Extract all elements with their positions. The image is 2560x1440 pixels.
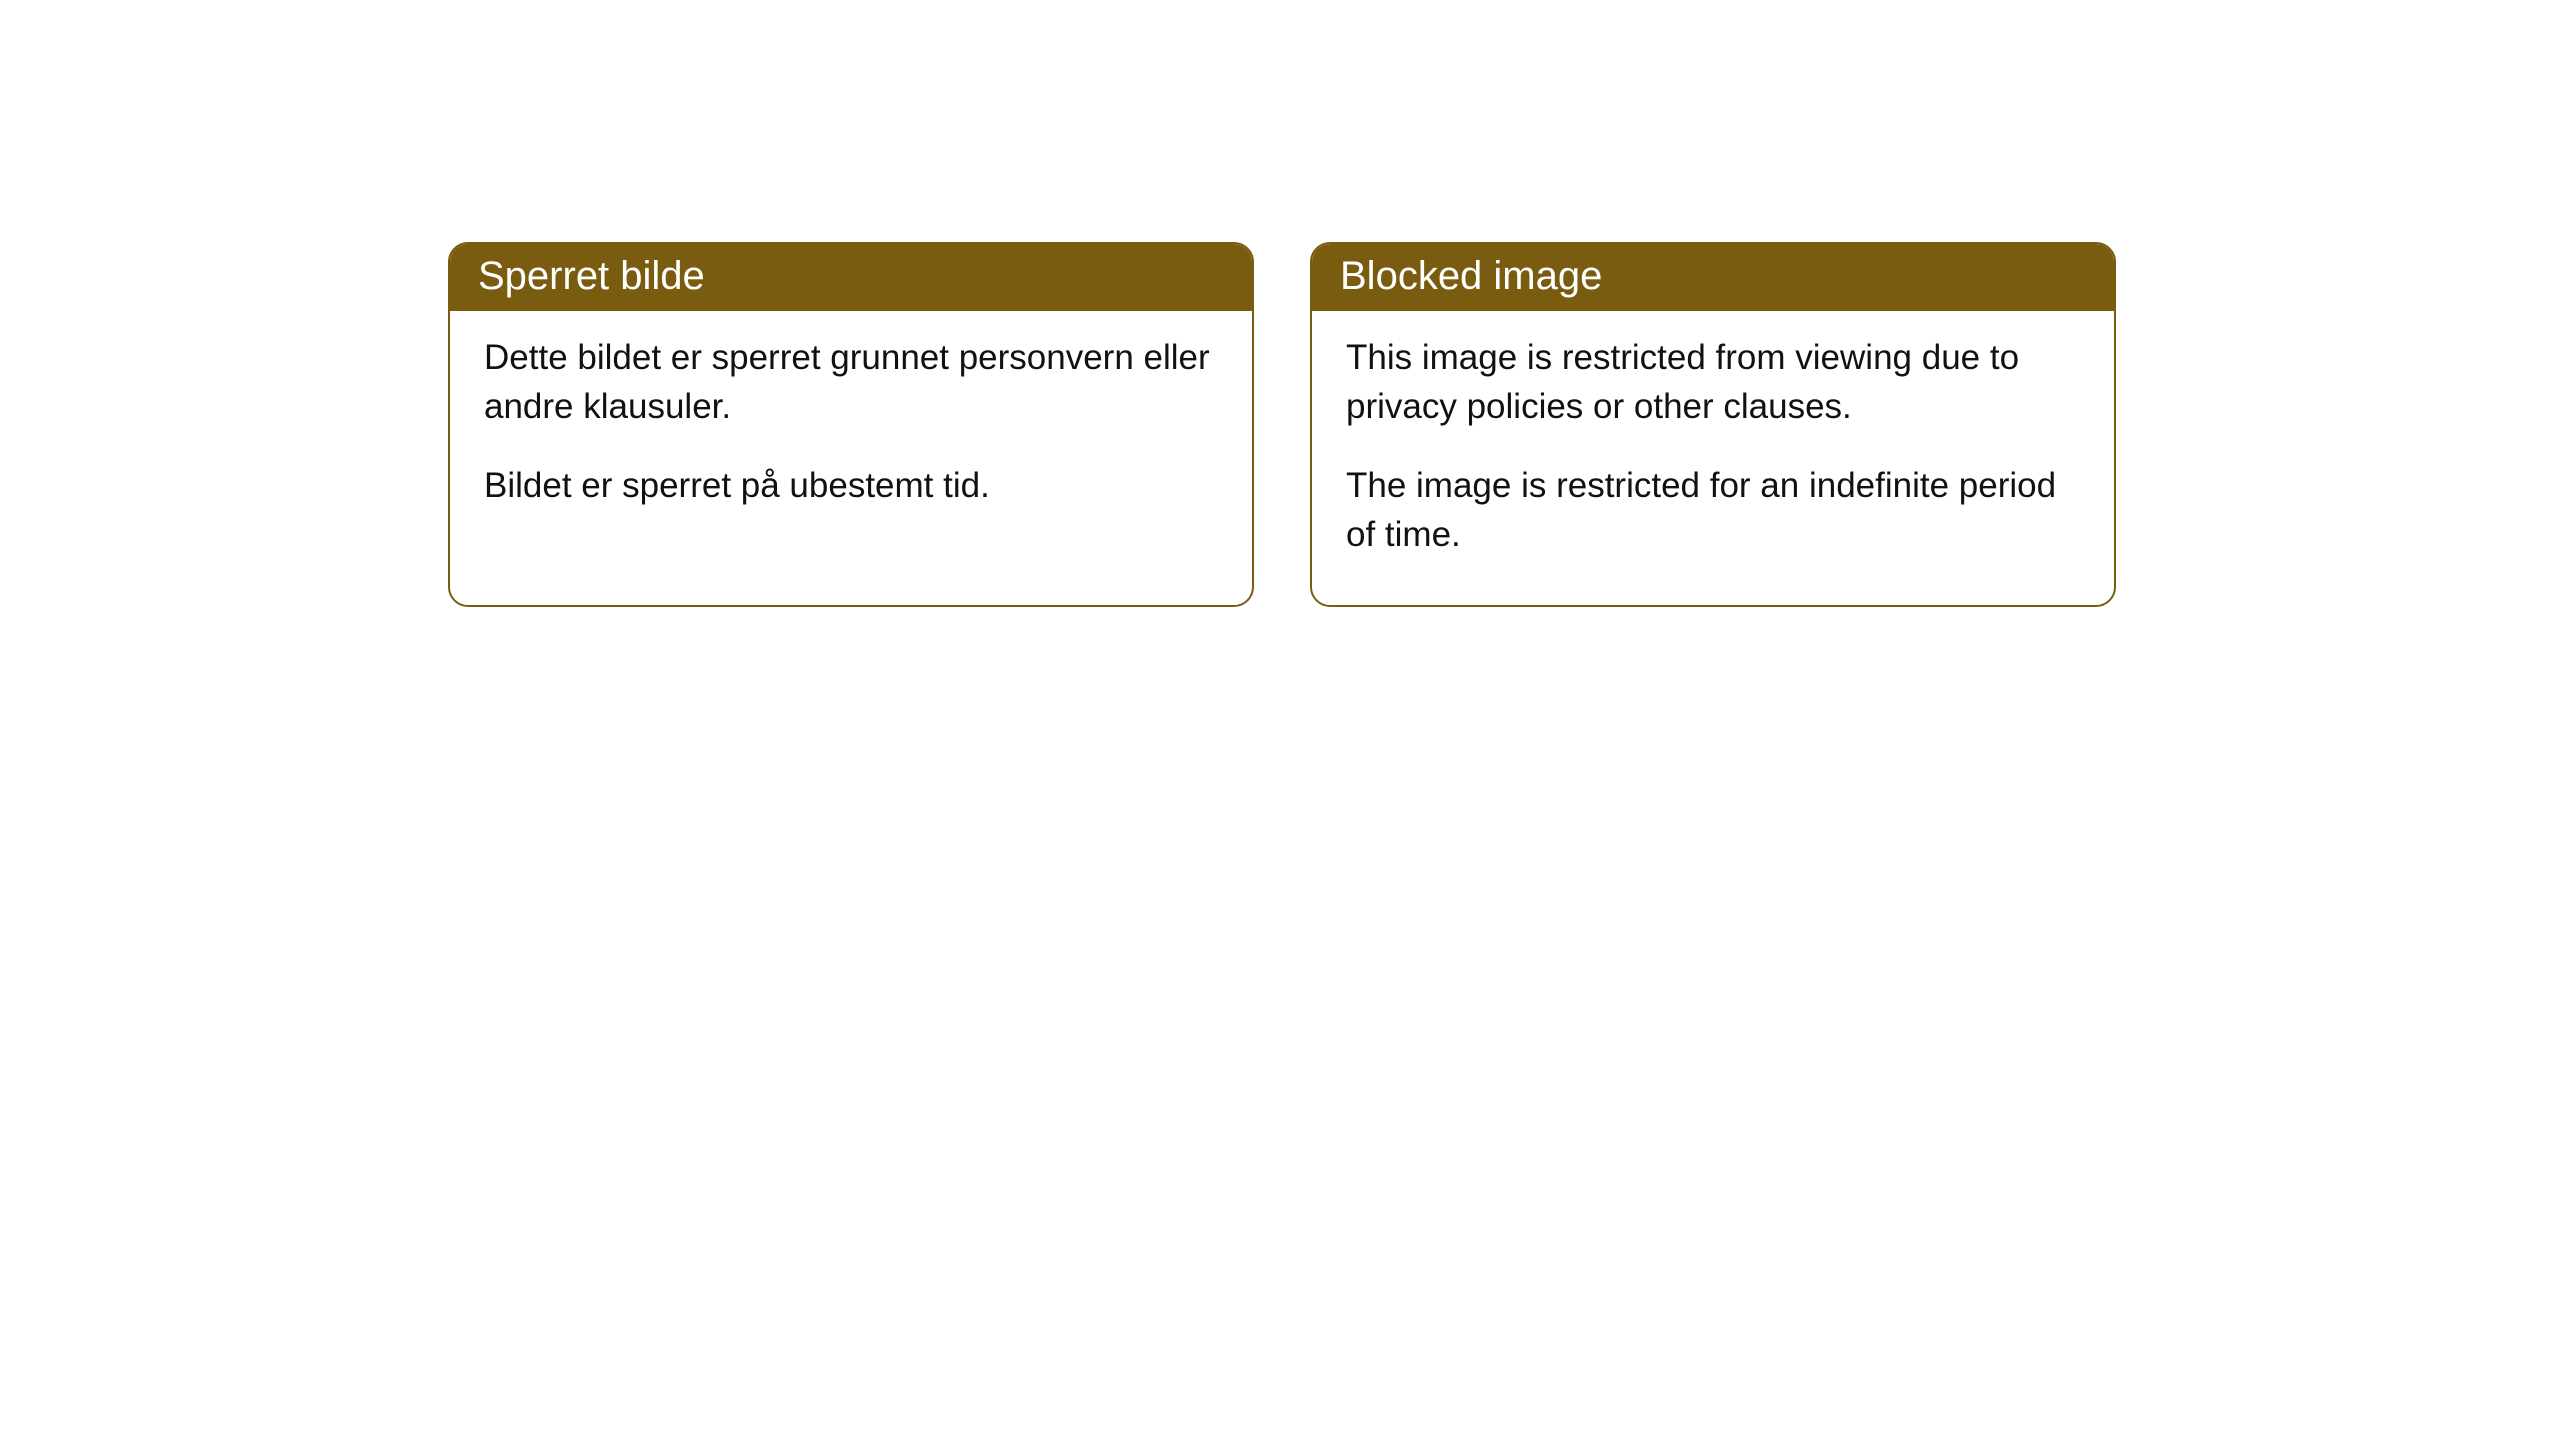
card-paragraph: Dette bildet er sperret grunnet personve…	[484, 333, 1218, 431]
card-header: Sperret bilde	[450, 244, 1252, 311]
card-paragraph: This image is restricted from viewing du…	[1346, 333, 2080, 431]
card-title: Sperret bilde	[478, 254, 705, 298]
blocked-image-card-english: Blocked image This image is restricted f…	[1310, 242, 2116, 607]
blocked-image-card-norwegian: Sperret bilde Dette bildet er sperret gr…	[448, 242, 1254, 607]
card-body: Dette bildet er sperret grunnet personve…	[450, 311, 1252, 556]
card-paragraph: The image is restricted for an indefinit…	[1346, 461, 2080, 559]
card-header: Blocked image	[1312, 244, 2114, 311]
notice-container: Sperret bilde Dette bildet er sperret gr…	[0, 0, 2560, 607]
card-title: Blocked image	[1340, 254, 1602, 298]
card-paragraph: Bildet er sperret på ubestemt tid.	[484, 461, 1218, 510]
card-body: This image is restricted from viewing du…	[1312, 311, 2114, 605]
